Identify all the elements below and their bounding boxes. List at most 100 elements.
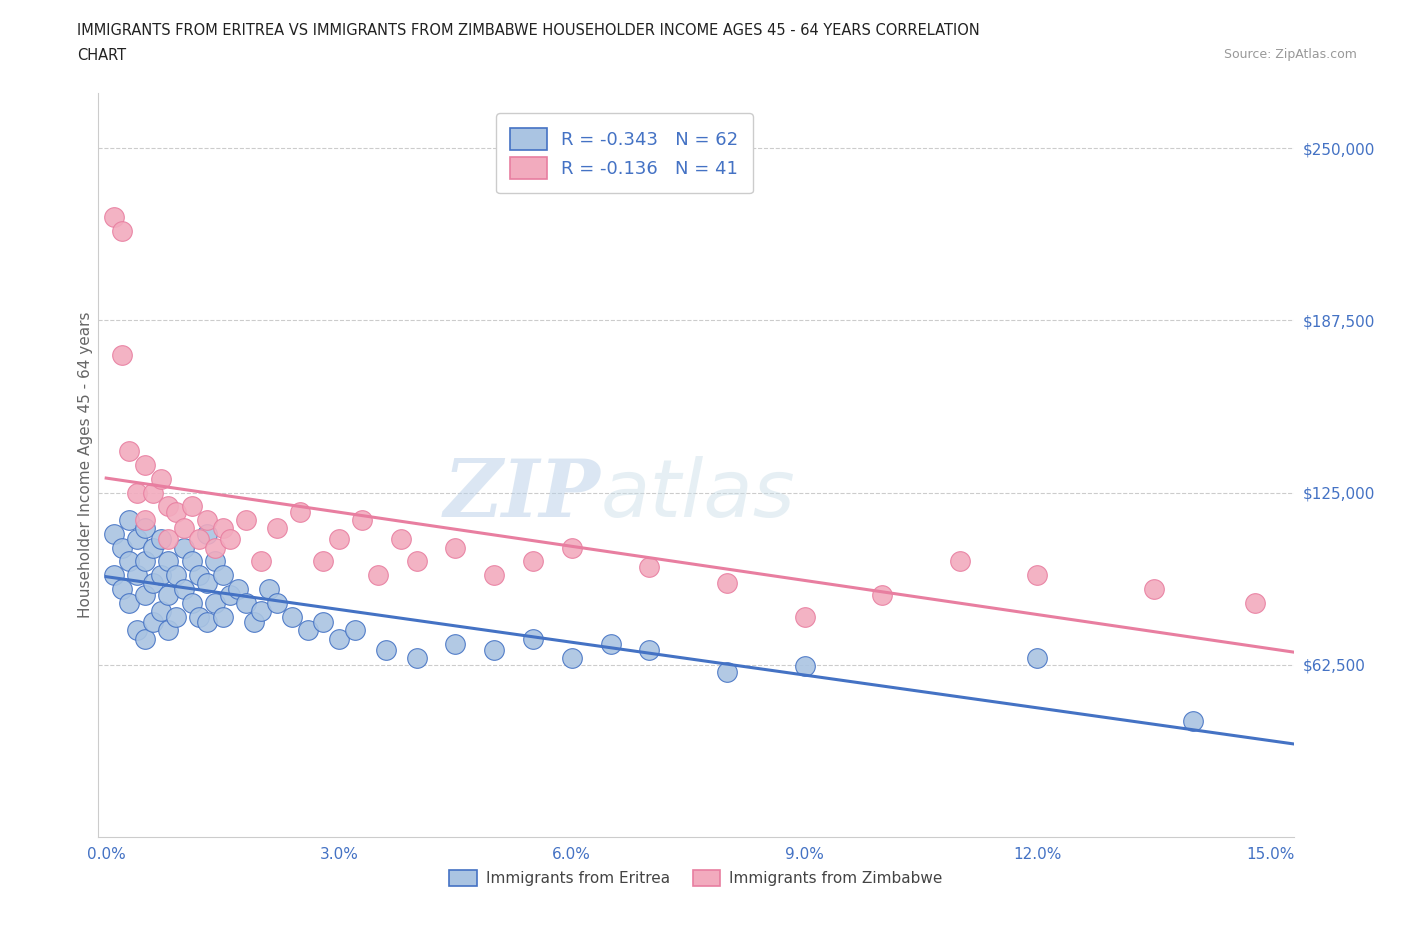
Point bbox=[134, 458, 156, 472]
Point bbox=[165, 504, 187, 519]
Point bbox=[204, 554, 226, 569]
Point bbox=[134, 521, 156, 536]
Point bbox=[118, 554, 141, 569]
Point bbox=[165, 568, 187, 583]
Point bbox=[374, 643, 396, 658]
Point bbox=[522, 554, 544, 569]
Point bbox=[134, 512, 156, 527]
Text: ZIP: ZIP bbox=[443, 456, 600, 534]
Point bbox=[444, 540, 467, 555]
Point bbox=[1143, 581, 1166, 596]
Point bbox=[250, 554, 273, 569]
Point bbox=[195, 526, 218, 541]
Point bbox=[522, 631, 544, 646]
Point bbox=[118, 444, 141, 458]
Point bbox=[242, 615, 264, 630]
Point bbox=[134, 554, 156, 569]
Point bbox=[180, 595, 202, 610]
Point bbox=[180, 554, 202, 569]
Point bbox=[312, 615, 335, 630]
Point bbox=[638, 560, 661, 575]
Point bbox=[716, 576, 738, 591]
Point bbox=[343, 623, 366, 638]
Point bbox=[165, 609, 187, 624]
Point bbox=[405, 554, 427, 569]
Point bbox=[352, 512, 374, 527]
Point bbox=[389, 532, 412, 547]
Point bbox=[870, 587, 893, 602]
Point bbox=[266, 595, 288, 610]
Point bbox=[716, 664, 738, 679]
Point bbox=[444, 637, 467, 652]
Point bbox=[219, 532, 242, 547]
Point bbox=[157, 587, 180, 602]
Point bbox=[157, 532, 180, 547]
Point bbox=[211, 609, 233, 624]
Point bbox=[142, 485, 165, 500]
Point bbox=[188, 568, 211, 583]
Point bbox=[312, 554, 335, 569]
Point bbox=[157, 554, 180, 569]
Point bbox=[235, 512, 257, 527]
Point bbox=[281, 609, 304, 624]
Point bbox=[173, 521, 195, 536]
Text: Source: ZipAtlas.com: Source: ZipAtlas.com bbox=[1223, 48, 1357, 61]
Point bbox=[173, 581, 195, 596]
Point bbox=[195, 512, 218, 527]
Point bbox=[111, 540, 134, 555]
Point bbox=[211, 568, 233, 583]
Point bbox=[195, 615, 218, 630]
Point bbox=[266, 521, 288, 536]
Legend: Immigrants from Eritrea, Immigrants from Zimbabwe: Immigrants from Eritrea, Immigrants from… bbox=[443, 864, 949, 893]
Point bbox=[482, 568, 505, 583]
Point bbox=[149, 604, 172, 618]
Point bbox=[127, 623, 149, 638]
Point bbox=[949, 554, 972, 569]
Point bbox=[1026, 650, 1049, 665]
Point bbox=[561, 650, 583, 665]
Point bbox=[149, 472, 172, 486]
Point bbox=[103, 568, 125, 583]
Point bbox=[328, 532, 350, 547]
Point bbox=[173, 540, 195, 555]
Point bbox=[127, 532, 149, 547]
Point bbox=[149, 568, 172, 583]
Point bbox=[257, 581, 280, 596]
Point bbox=[127, 485, 149, 500]
Y-axis label: Householder Income Ages 45 - 64 years: Householder Income Ages 45 - 64 years bbox=[77, 312, 93, 618]
Point bbox=[127, 568, 149, 583]
Point bbox=[367, 568, 389, 583]
Point bbox=[157, 498, 180, 513]
Point bbox=[142, 540, 165, 555]
Point bbox=[142, 615, 165, 630]
Point bbox=[793, 658, 815, 673]
Point bbox=[204, 540, 226, 555]
Point bbox=[219, 587, 242, 602]
Point bbox=[226, 581, 249, 596]
Point bbox=[204, 595, 226, 610]
Point bbox=[1181, 714, 1204, 729]
Point bbox=[134, 631, 156, 646]
Point bbox=[211, 521, 233, 536]
Point bbox=[638, 643, 661, 658]
Point bbox=[180, 498, 202, 513]
Point bbox=[118, 595, 141, 610]
Point bbox=[599, 637, 621, 652]
Point bbox=[188, 609, 211, 624]
Point bbox=[103, 526, 125, 541]
Point bbox=[111, 581, 134, 596]
Point bbox=[1243, 595, 1265, 610]
Point bbox=[111, 223, 134, 238]
Point bbox=[1026, 568, 1049, 583]
Point bbox=[235, 595, 257, 610]
Point bbox=[250, 604, 273, 618]
Point bbox=[188, 532, 211, 547]
Point bbox=[405, 650, 427, 665]
Point bbox=[195, 576, 218, 591]
Point bbox=[149, 532, 172, 547]
Point bbox=[103, 209, 125, 224]
Text: CHART: CHART bbox=[77, 48, 127, 63]
Point bbox=[561, 540, 583, 555]
Point bbox=[142, 576, 165, 591]
Point bbox=[290, 504, 312, 519]
